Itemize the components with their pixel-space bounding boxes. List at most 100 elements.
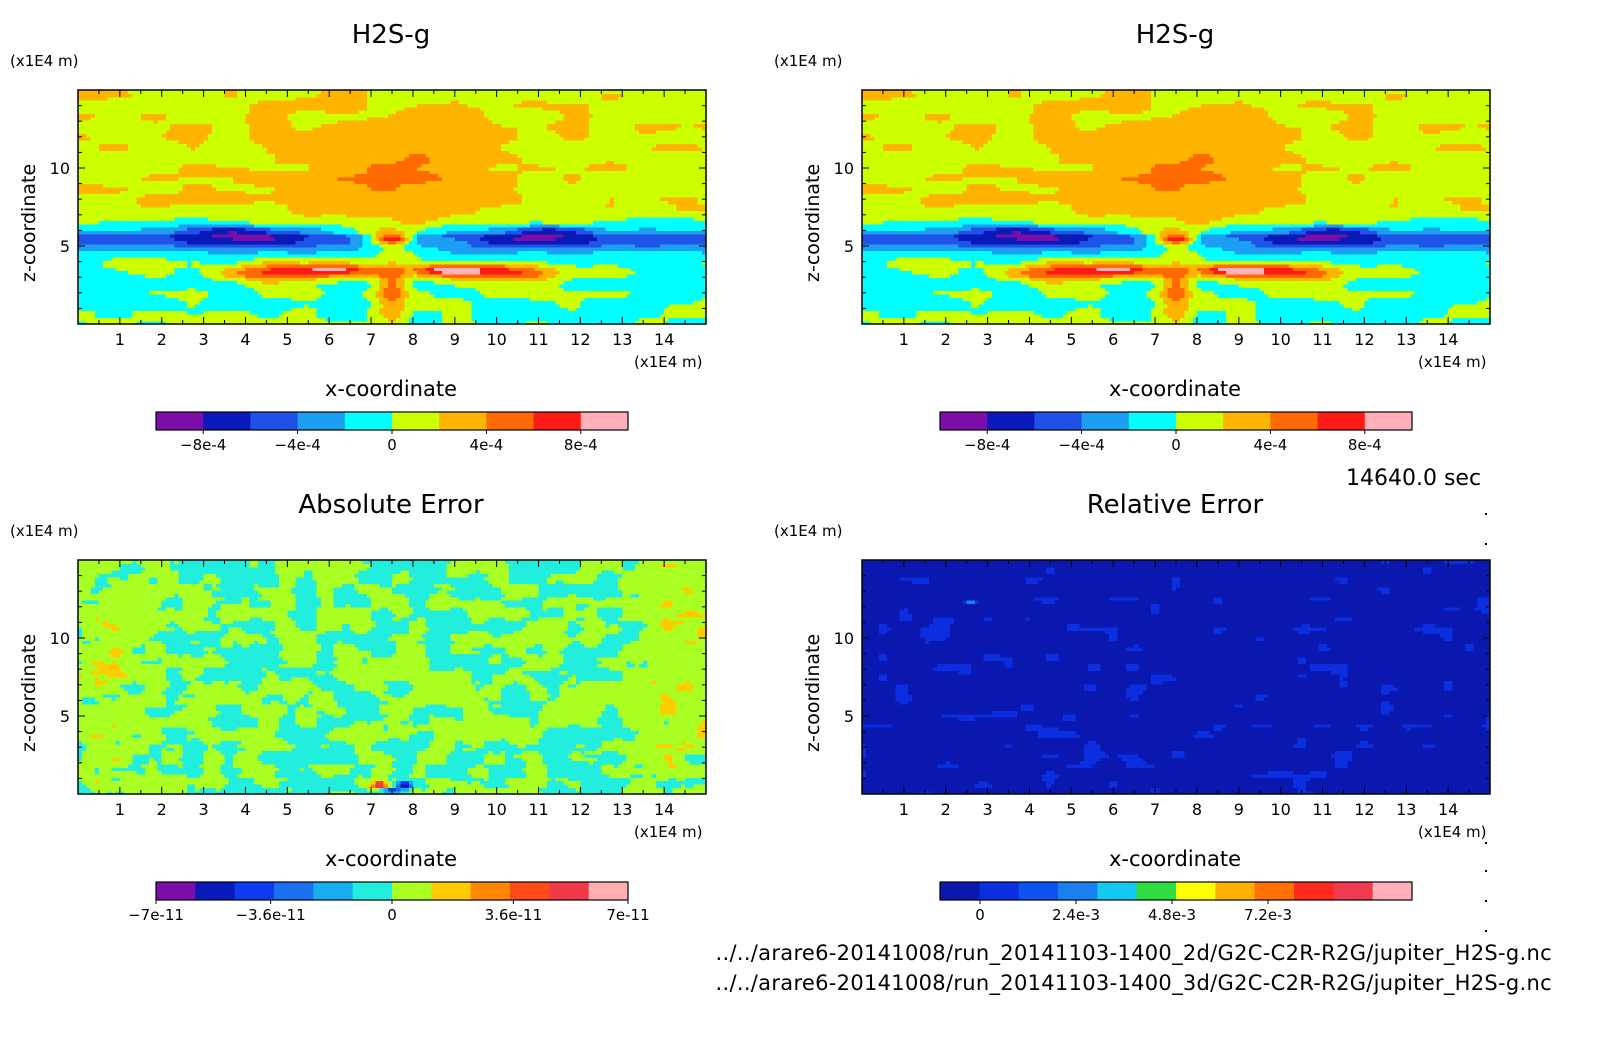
heatmap-cell	[584, 303, 590, 308]
heatmap-cell	[383, 213, 389, 218]
heatmap-cell	[132, 257, 138, 262]
heatmap-cell	[605, 320, 611, 325]
heatmap-cell	[333, 213, 339, 218]
heatmap-cell	[153, 307, 159, 312]
heatmap-cell	[287, 313, 293, 318]
heatmap-cell	[132, 293, 138, 298]
heatmap-cell	[500, 220, 506, 225]
heatmap-cell	[580, 283, 586, 288]
heatmap-cell	[592, 317, 598, 322]
heatmap-cell	[534, 283, 540, 288]
heatmap-cell	[634, 310, 640, 315]
heatmap-cell	[78, 283, 83, 288]
heatmap-cell	[500, 317, 506, 322]
heatmap-cell	[199, 257, 205, 262]
heatmap-cell	[387, 257, 393, 262]
heatmap-cell	[408, 287, 414, 292]
heatmap-cell	[258, 277, 263, 282]
heatmap-cell	[404, 320, 410, 325]
heatmap-cell	[270, 243, 276, 248]
heatmap-cell	[525, 240, 531, 245]
heatmap-cell	[98, 277, 104, 282]
heatmap-cell	[90, 250, 96, 255]
heatmap-cell	[546, 260, 552, 265]
heatmap-cell	[484, 277, 489, 282]
heatmap-cell	[354, 303, 360, 308]
heatmap-cell	[701, 263, 707, 268]
heatmap-cell	[576, 307, 581, 312]
heatmap-cell	[442, 290, 448, 295]
heatmap-cell	[186, 230, 192, 235]
heatmap-cell	[685, 283, 690, 288]
heatmap-cell	[546, 263, 552, 268]
heatmap-cell	[639, 303, 644, 308]
heatmap-cell	[320, 243, 326, 248]
heatmap-cell	[563, 277, 569, 282]
heatmap-cell	[387, 320, 393, 325]
heatmap-cell	[191, 287, 196, 292]
heatmap-cell	[618, 253, 623, 258]
heatmap-cell	[421, 247, 427, 252]
heatmap-cell	[408, 277, 414, 282]
heatmap-cell	[479, 237, 485, 242]
heatmap-cell	[555, 220, 561, 225]
heatmap-cell	[266, 253, 272, 258]
heatmap-cell	[283, 250, 288, 255]
heatmap-cell	[107, 317, 113, 322]
heatmap-cell	[655, 283, 661, 288]
heatmap-cell	[295, 320, 301, 325]
heatmap-cell	[555, 290, 561, 295]
heatmap-cell	[525, 257, 531, 262]
heatmap-cell	[534, 273, 540, 278]
heatmap-cell	[103, 253, 108, 258]
heatmap-cell	[555, 320, 561, 325]
heatmap-cell	[98, 223, 104, 228]
heatmap-cell	[245, 273, 251, 278]
heatmap-cell	[525, 217, 531, 221]
heatmap-cell	[157, 283, 163, 288]
heatmap-cell	[664, 227, 669, 231]
heatmap-cell	[680, 280, 686, 285]
heatmap-cell	[224, 320, 230, 325]
heatmap-cell	[140, 247, 146, 252]
heatmap-cell	[530, 317, 535, 322]
heatmap-cell	[90, 240, 96, 245]
heatmap-cell	[170, 220, 175, 225]
heatmap-cell	[605, 260, 611, 265]
heatmap-cell	[622, 263, 628, 268]
heatmap-cell	[567, 287, 573, 292]
heatmap-cell	[337, 230, 343, 235]
heatmap-cell	[438, 253, 443, 258]
heatmap-cell	[417, 320, 422, 325]
heatmap-cell	[618, 257, 623, 262]
heatmap-cell	[668, 317, 674, 322]
heatmap-cell	[140, 230, 146, 235]
heatmap-cell	[115, 277, 121, 282]
heatmap-cell	[534, 233, 540, 238]
heatmap-cell	[672, 313, 678, 318]
heatmap-cell	[86, 233, 92, 238]
heatmap-cell	[191, 283, 196, 288]
heatmap-cell	[412, 273, 418, 278]
heatmap-cell	[283, 217, 288, 221]
heatmap-cell	[404, 303, 410, 308]
heatmap-cell	[584, 280, 590, 285]
heatmap-cell	[161, 277, 167, 282]
heatmap-cell	[325, 253, 330, 258]
heatmap-cell	[140, 253, 146, 258]
heatmap-cell	[94, 240, 100, 245]
heatmap-cell	[643, 310, 648, 315]
heatmap-cell	[525, 317, 531, 322]
heatmap-cell	[580, 290, 586, 295]
heatmap-cell	[115, 270, 121, 275]
heatmap-cell	[161, 263, 167, 268]
heatmap-cell	[249, 313, 255, 318]
heatmap-cell	[697, 250, 703, 255]
heatmap-cell	[450, 237, 456, 242]
heatmap-cell	[446, 297, 452, 302]
heatmap-cell	[689, 307, 695, 312]
heatmap-cell	[207, 300, 213, 305]
heatmap-cell	[442, 307, 448, 312]
heatmap-cell	[458, 283, 464, 288]
heatmap-cell	[643, 263, 648, 268]
